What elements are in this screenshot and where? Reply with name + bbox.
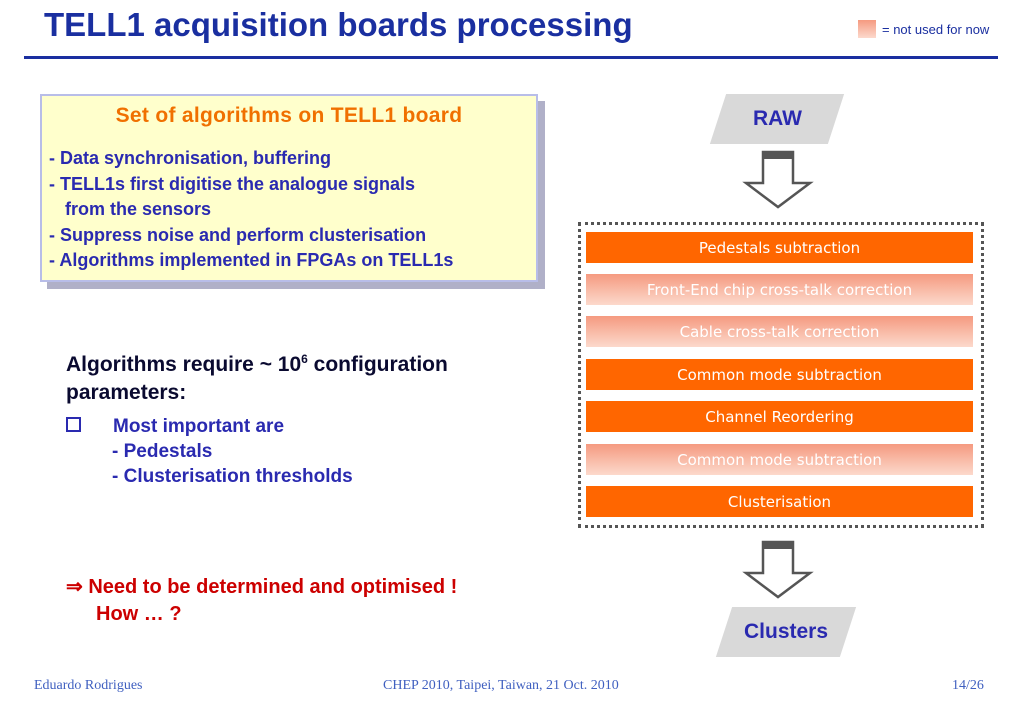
- config-text: Algorithms require ~ 10: [66, 353, 302, 376]
- bullet-main: Most important are: [113, 416, 285, 437]
- algorithms-heading: Set of algorithms on TELL1 board: [115, 104, 463, 127]
- page-number: 14/26: [952, 678, 984, 693]
- processing-step: Common mode subtraction: [586, 444, 973, 475]
- bullet-sub: - Clusterisation thresholds: [112, 466, 353, 487]
- processing-step: Front-End chip cross-talk correction: [586, 274, 973, 305]
- processing-step: Cable cross-talk correction: [586, 316, 973, 347]
- title-divider: [24, 56, 998, 59]
- slide-title: TELL1 acquisition boards processing: [44, 6, 633, 43]
- algorithm-line: - Data synchronisation, buffering: [49, 148, 332, 168]
- bullet-list: Most important are - Pedestals - Cluster…: [66, 414, 353, 489]
- legend-swatch: [858, 20, 876, 38]
- conclusion: ⇒ Need to be determined and optimised ! …: [66, 574, 457, 628]
- clusters-label: Clusters: [743, 620, 829, 643]
- bullet-sub: - Pedestals: [112, 441, 213, 462]
- footer-event: CHEP 2010, Taipei, Taiwan, 21 Oct. 2010: [383, 678, 619, 693]
- clusters-output-box: Clusters: [715, 607, 857, 657]
- legend: = not used for now: [858, 20, 989, 38]
- algorithm-line: from the sensors: [65, 199, 212, 219]
- config-exponent: 6: [301, 352, 308, 366]
- algorithms-box: Set of algorithms on TELL1 board - Data …: [40, 94, 538, 282]
- raw-label: RAW: [752, 107, 802, 130]
- algorithm-line: - Algorithms implemented in FPGAs on TEL…: [49, 250, 454, 270]
- config-statement: Algorithms require ~ 106 configuration p…: [66, 345, 448, 407]
- conclusion-line: How … ?: [96, 603, 182, 625]
- algorithm-line: - TELL1s first digitise the analogue sig…: [49, 173, 416, 194]
- footer-author: Eduardo Rodrigues: [34, 678, 143, 693]
- config-text: parameters:: [66, 381, 187, 404]
- down-arrow-icon: [742, 540, 814, 599]
- raw-input-box: RAW: [709, 94, 845, 144]
- processing-step: Common mode subtraction: [586, 359, 973, 390]
- config-text: configuration: [307, 353, 448, 376]
- algorithm-line: - Suppress noise and perform clusterisat…: [49, 224, 427, 245]
- square-bullet-icon: [66, 417, 81, 432]
- legend-label: = not used for now: [882, 21, 990, 37]
- processing-step: Clusterisation: [586, 486, 973, 517]
- conclusion-line: ⇒ Need to be determined and optimised !: [66, 576, 458, 598]
- processing-step: Channel Reordering: [586, 401, 973, 432]
- processing-step: Pedestals subtraction: [586, 232, 973, 263]
- processing-chain-frame: [578, 222, 984, 528]
- down-arrow-icon: [742, 150, 814, 209]
